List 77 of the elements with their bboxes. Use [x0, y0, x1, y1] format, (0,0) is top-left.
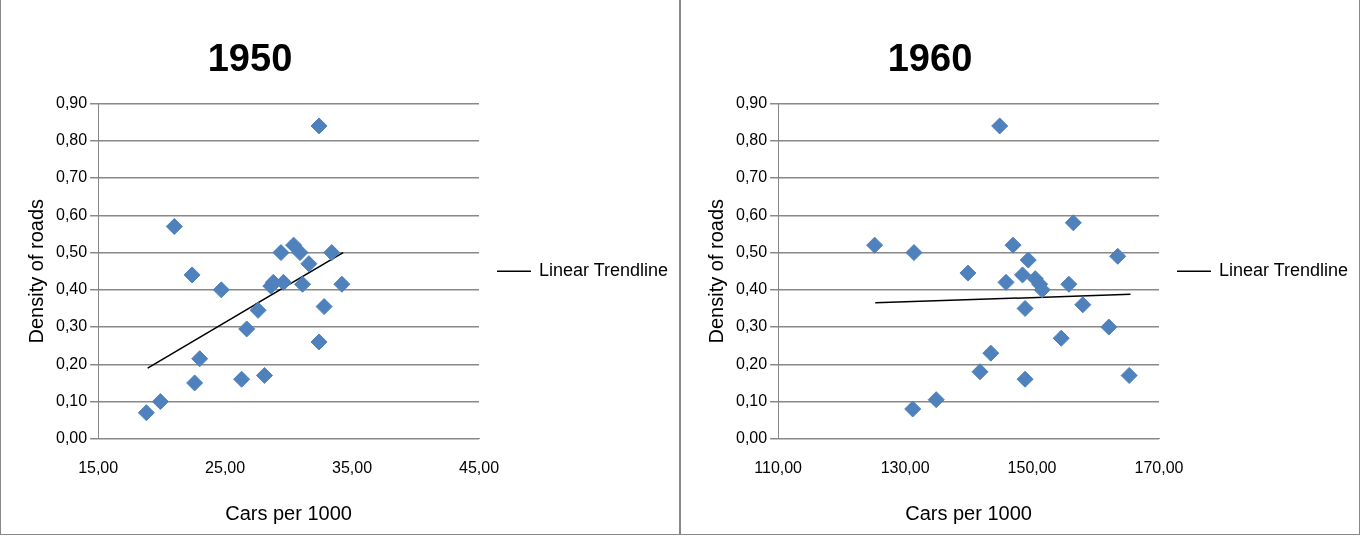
point [233, 370, 251, 388]
point [904, 400, 922, 418]
point [1004, 236, 1022, 254]
point [971, 363, 989, 381]
y-tick-label: 0,70 [56, 168, 88, 186]
point [272, 244, 290, 262]
point [255, 366, 273, 384]
y-tick-label: 0,70 [736, 168, 768, 186]
point [333, 275, 351, 293]
y-tick-label: 0,10 [736, 391, 768, 409]
point [1064, 214, 1082, 232]
x-tick-label: 170,00 [1134, 458, 1184, 476]
point [151, 393, 169, 411]
point [866, 236, 884, 254]
y-tick-label: 0,40 [736, 280, 768, 298]
point [1074, 296, 1092, 314]
y-tick-label: 0,20 [56, 354, 88, 372]
point [165, 218, 183, 236]
y-tick-label: 0,50 [56, 242, 88, 260]
y-tick-label: 0,80 [56, 131, 88, 149]
point [191, 350, 209, 368]
point [183, 266, 201, 284]
x-tick-label: 45,00 [458, 458, 500, 476]
y-tick-label: 0,50 [736, 242, 768, 260]
y-tick-label: 0,90 [736, 94, 768, 112]
point [323, 244, 341, 262]
legend-label: Linear Trendline [1219, 260, 1349, 281]
point [137, 404, 155, 422]
point [212, 281, 230, 299]
y-tick-label: 0,30 [736, 317, 768, 335]
y-tick-label: 0,60 [56, 205, 88, 223]
point [982, 344, 1000, 362]
x-tick-label: 130,00 [880, 458, 930, 476]
y-tick-label: 0,40 [56, 280, 88, 298]
x-axis-title: Cars per 1000 [905, 501, 1032, 524]
point [291, 244, 309, 262]
point [927, 391, 945, 409]
point [1016, 299, 1034, 317]
point [310, 117, 328, 135]
point [315, 298, 333, 316]
y-axis-title: Density of roads [704, 198, 727, 344]
point [1019, 251, 1037, 269]
y-tick-label: 0,80 [736, 131, 768, 149]
x-tick-label: 35,00 [332, 458, 373, 476]
point [294, 275, 312, 293]
y-axis-title: Density of roads [24, 198, 47, 344]
point [959, 264, 977, 282]
y-tick-label: 0,00 [736, 429, 768, 447]
point [1060, 275, 1078, 293]
x-axis-title: Cars per 1000 [225, 501, 352, 524]
x-tick-label: 15,00 [78, 458, 119, 476]
point [1052, 329, 1070, 347]
point [905, 244, 923, 262]
chart-title: 1960 [887, 37, 973, 80]
point [300, 255, 318, 273]
point [991, 117, 1009, 135]
point [1016, 370, 1034, 388]
legend-label: Linear Trendline [539, 260, 669, 281]
x-tick-label: 110,00 [754, 458, 803, 476]
point [1120, 366, 1138, 384]
point [1014, 266, 1032, 284]
x-tick-label: 25,00 [205, 458, 246, 476]
point [238, 320, 256, 338]
y-tick-label: 0,00 [56, 429, 88, 447]
point [249, 301, 267, 319]
point [310, 333, 328, 351]
x-tick-label: 150,00 [1007, 458, 1057, 476]
point [186, 374, 204, 392]
y-tick-label: 0,20 [736, 354, 768, 372]
point [1109, 247, 1127, 265]
y-tick-label: 0,90 [56, 94, 88, 112]
y-tick-label: 0,10 [56, 391, 88, 409]
point [997, 273, 1015, 291]
point [1100, 318, 1118, 336]
y-tick-label: 0,30 [56, 317, 88, 335]
y-tick-label: 0,60 [736, 205, 768, 223]
chart-title: 1950 [207, 37, 293, 80]
